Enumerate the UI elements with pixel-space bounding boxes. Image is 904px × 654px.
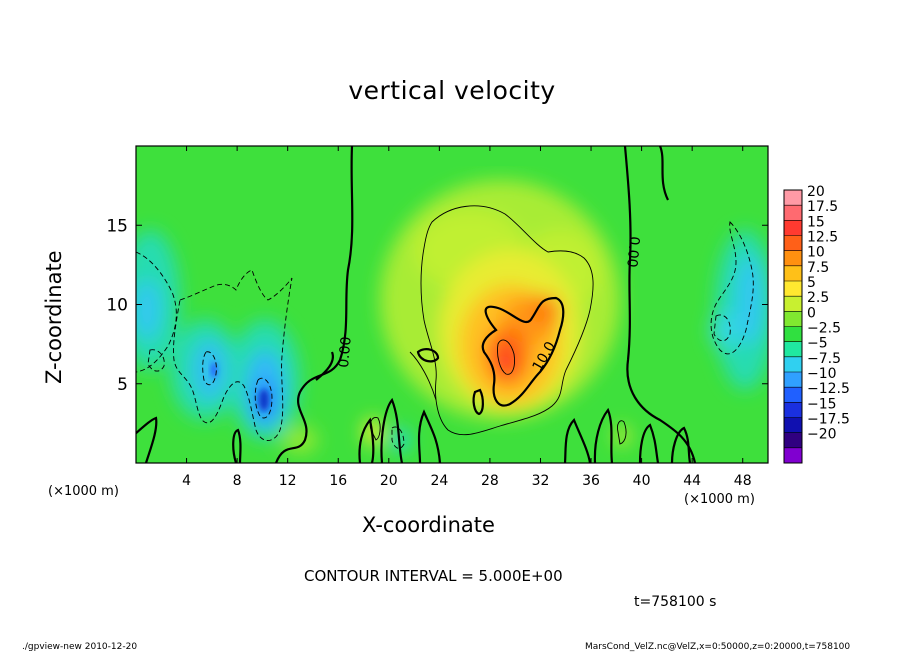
colorbar-label: −2.5 [807, 321, 841, 337]
x-tick-label: 8 [233, 473, 242, 489]
colorbar-swatch [784, 265, 802, 282]
x-axis: 4 8 12 16 20 24 28 32 36 40 44 48 [182, 146, 752, 489]
colorbar: 2017.51512.5107.552.50−2.5−5−7.5−10−12.5… [783, 184, 850, 464]
colorbar-swatch [784, 205, 802, 221]
velocity-field: 0.00 0.00 10.0 [136, 146, 768, 463]
colorbar-label: −10 [807, 366, 837, 382]
colorbar-swatch [784, 372, 802, 388]
contour-label: 0.00 [336, 336, 355, 368]
x-tick-label: 32 [532, 473, 550, 489]
x-tick-label: 28 [481, 473, 499, 489]
contours-thin [369, 205, 627, 445]
y-axis-label: Z-coordinate [42, 250, 66, 384]
x-tick-label: 40 [633, 473, 651, 489]
colorbar-swatch [784, 387, 802, 403]
colorbar-swatch [784, 235, 802, 252]
x-unit-label-right: (×1000 m) [684, 492, 755, 507]
colorbar-label: −7.5 [807, 351, 841, 367]
colorbar-swatch [784, 417, 802, 434]
x-tick-label: 20 [380, 473, 398, 489]
colorbar-label: 15 [807, 214, 825, 230]
colorbar-swatch [784, 296, 802, 312]
colorbar-swatch [784, 281, 802, 297]
colorbar-swatch [784, 311, 802, 327]
x-tick-label: 4 [182, 473, 191, 489]
x-tick-label: 24 [430, 473, 448, 489]
contours-dashed [136, 221, 754, 449]
chart-title: vertical velocity [348, 76, 556, 105]
colorbar-label: −5 [807, 336, 828, 352]
time-label: t=758100 s [634, 594, 717, 610]
x-tick-label: 44 [683, 473, 701, 489]
colorbar-label: 7.5 [807, 260, 829, 276]
colorbar-label: 10 [807, 245, 825, 261]
colorbar-label: 20 [807, 184, 825, 200]
colorbar-label: −12.5 [807, 381, 850, 397]
y-tick-label: 10 [106, 296, 128, 316]
colorbar-swatch [784, 190, 802, 206]
colorbar-swatch [784, 220, 802, 236]
colorbar-label: 17.5 [807, 199, 838, 215]
colorbar-label: −20 [807, 427, 837, 443]
colorbar-swatch [784, 250, 802, 267]
y-tick-label: 15 [106, 216, 128, 236]
colorbar-swatch [784, 447, 802, 464]
colorbar-swatch [784, 402, 802, 418]
contour-interval-label: CONTOUR INTERVAL = 5.000E+00 [304, 567, 563, 585]
footer-left: ./gpview-new 2010-12-20 [22, 642, 138, 652]
x-tick-label: 12 [279, 473, 297, 489]
contour-label: 0.00 [623, 236, 642, 268]
colorbar-swatch [784, 432, 802, 449]
footer-right: MarsCond_VelZ.nc@VelZ,x=0:50000,z=0:2000… [585, 642, 851, 652]
contours-solid [136, 146, 697, 463]
colorbar-label: −15 [807, 396, 837, 412]
y-tick-label: 5 [117, 375, 128, 395]
colorbar-label: 2.5 [807, 290, 829, 306]
x-tick-label: 48 [734, 473, 752, 489]
colorbar-swatch [784, 356, 802, 373]
x-axis-label: X-coordinate [362, 513, 495, 537]
x-tick-label: 36 [582, 473, 600, 489]
x-unit-label-left: (×1000 m) [48, 484, 119, 499]
colorbar-label: 0 [807, 305, 816, 321]
x-tick-label: 16 [329, 473, 347, 489]
colorbar-label: 12.5 [807, 230, 838, 246]
colorbar-label: −17.5 [807, 412, 850, 428]
colorbar-swatch [784, 341, 802, 358]
colorbar-label: 5 [807, 275, 816, 291]
y-axis: 5 10 15 [106, 216, 768, 395]
colorbar-swatch [784, 326, 802, 343]
